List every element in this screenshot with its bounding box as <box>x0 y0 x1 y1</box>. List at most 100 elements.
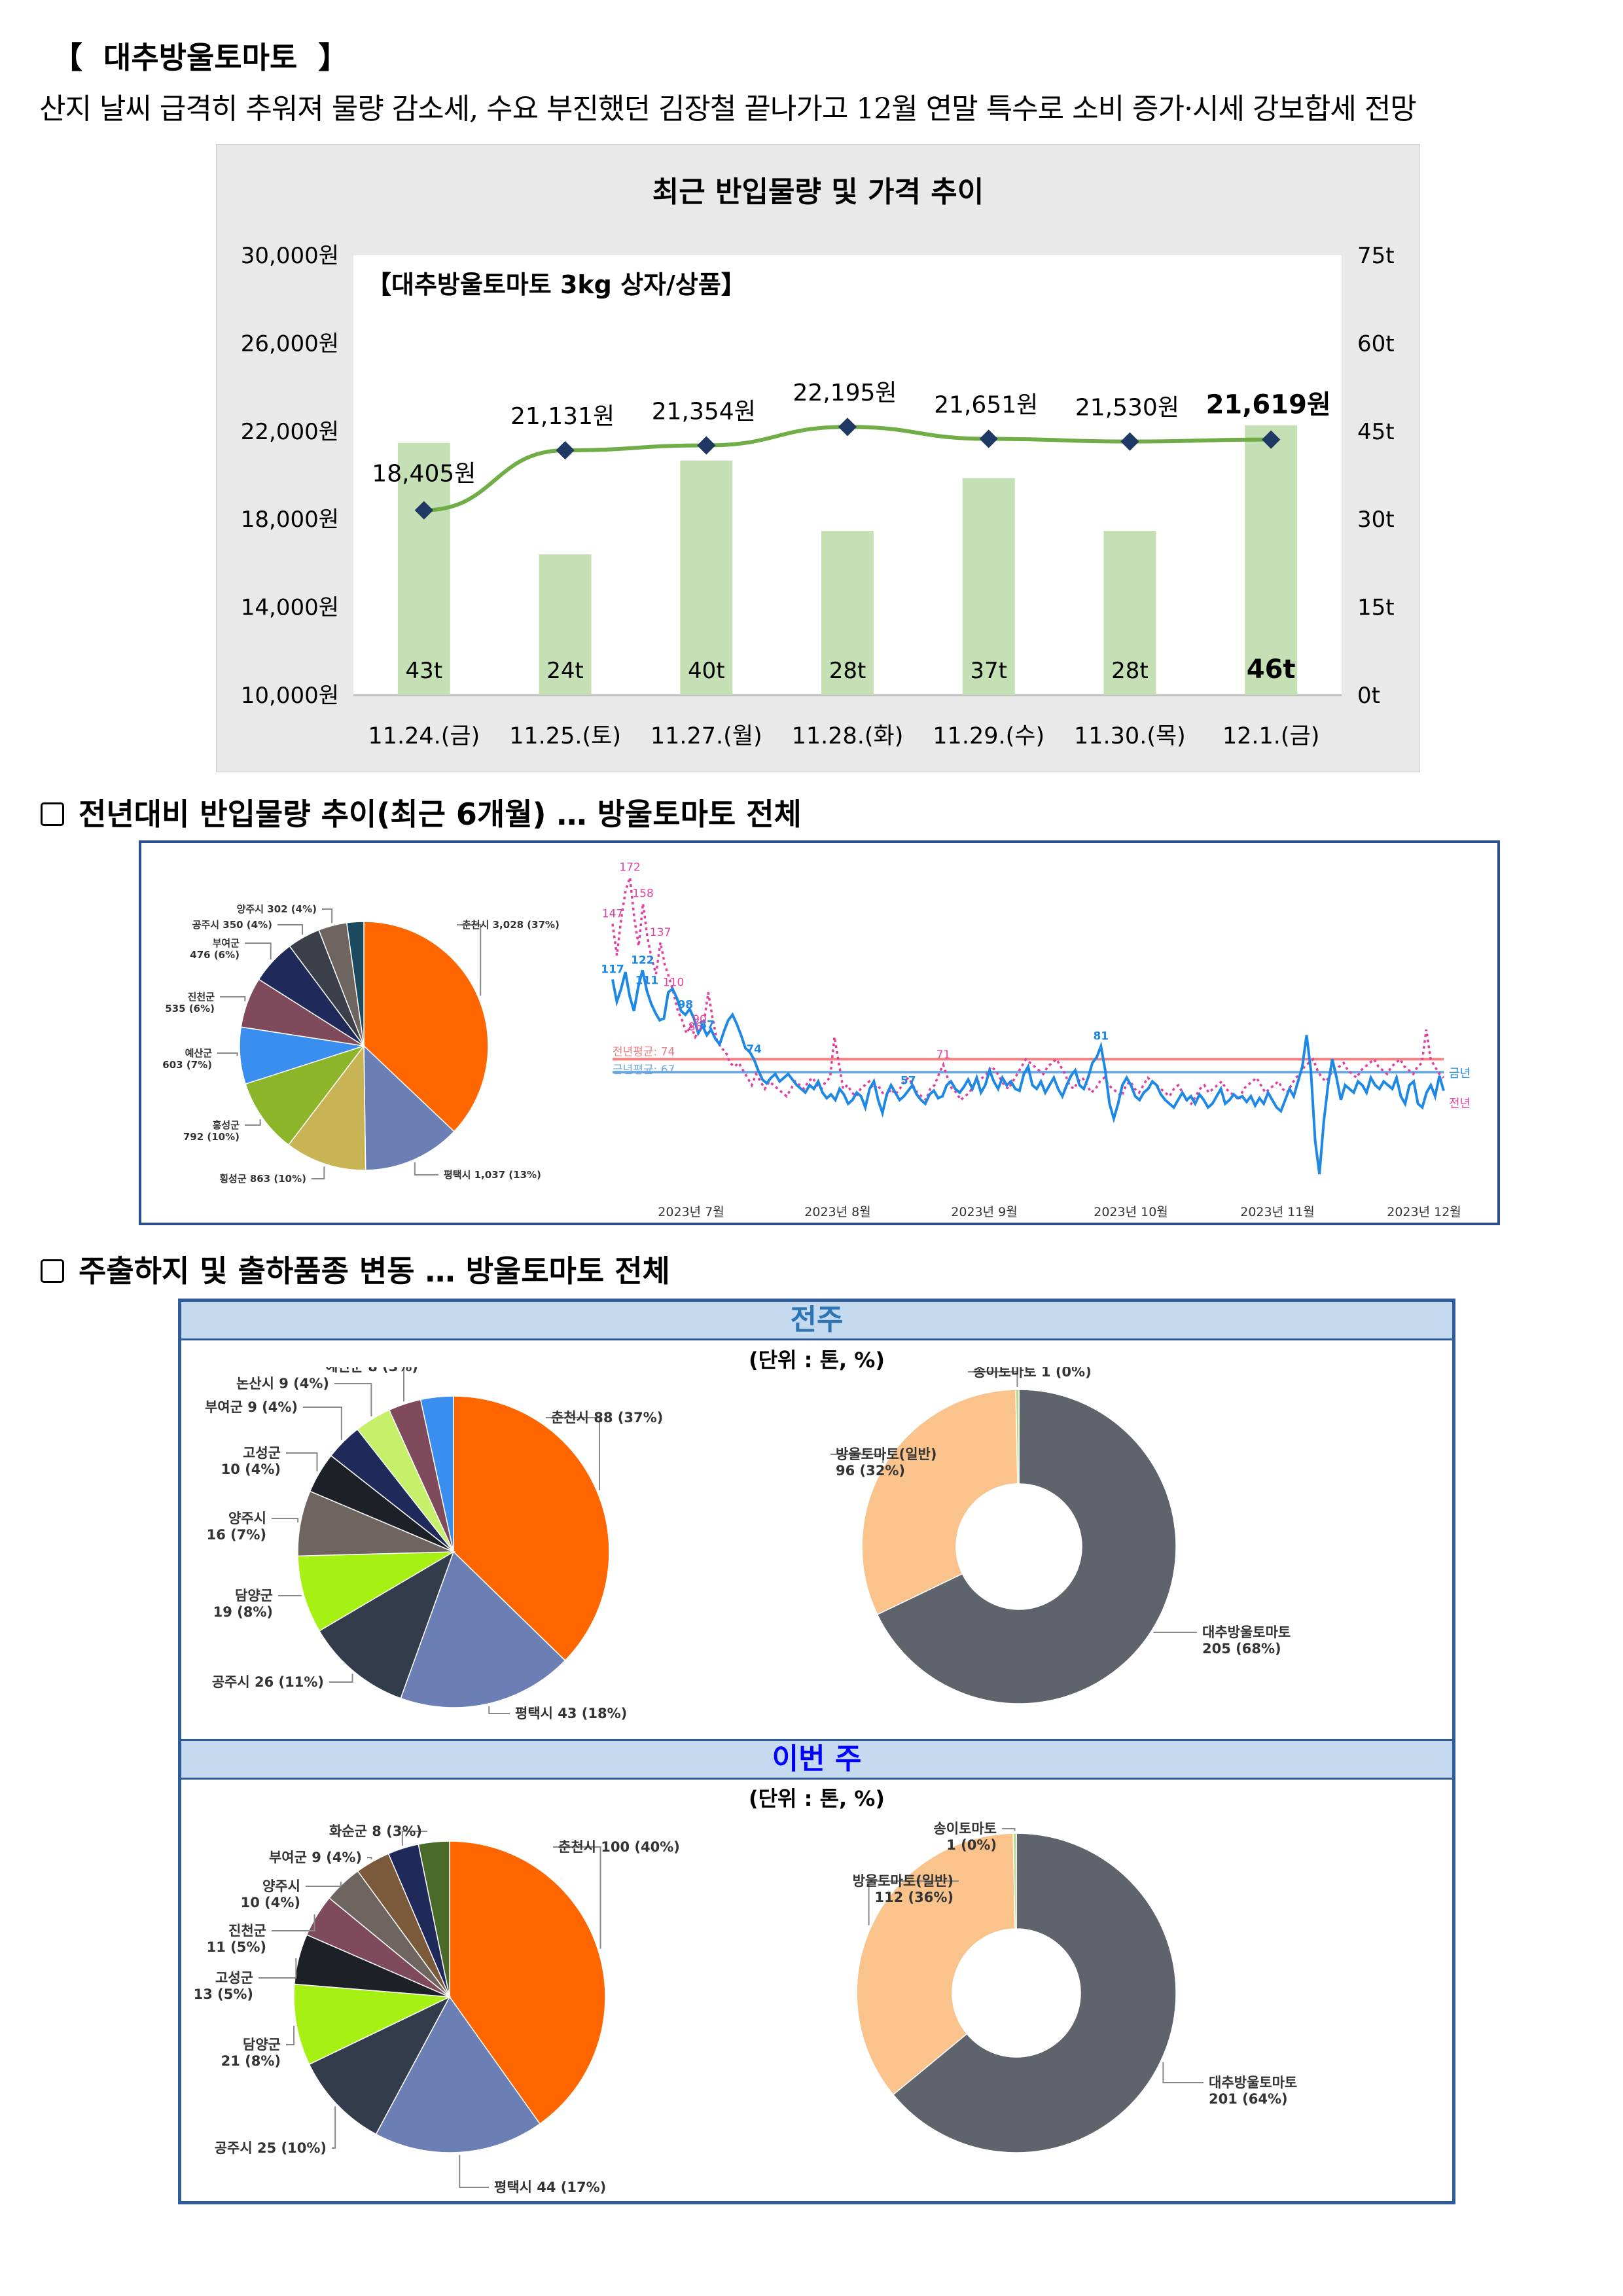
left-axis-tick-label: 14,000원 <box>241 595 339 621</box>
trend-heading-text: 전년대비 반입물량 추이(최근 6개월) … 방울토마토 전체 <box>79 797 802 832</box>
trend-point-label: 87 <box>699 1019 715 1032</box>
pie-label: 홍성군 <box>213 1119 240 1131</box>
pie-label: 방울토마토(일반) <box>836 1446 936 1462</box>
trend-point-label: 71 <box>936 1049 951 1062</box>
pie-leader-line <box>1162 2062 1204 2083</box>
pie-slice <box>1015 1389 1020 1484</box>
volume-bar <box>539 554 592 695</box>
volume-bar <box>962 478 1015 695</box>
origin-last-week-pie: 춘천시 88 (37%)평택시 43 (18%)공주시 26 (11%)담양군1… <box>205 1367 663 1721</box>
x-axis-tick-label: 12.1.(금) <box>1222 723 1320 749</box>
trend-x-tick-label: 2023년 10월 <box>1094 1205 1168 1219</box>
previous-year-line <box>611 877 1445 1106</box>
pie-leader-line <box>306 1882 342 1887</box>
trend-point-label: 98 <box>677 998 693 1011</box>
pie-slice <box>449 1840 606 2125</box>
pie-leader-line <box>245 1119 261 1126</box>
checkbox-icon <box>41 1259 64 1283</box>
chart-subtitle: 【대추방울토마토 3kg 상자/상품】 <box>366 270 746 299</box>
pie-slice <box>418 1840 450 1998</box>
pie-label: 19 (8%) <box>213 1604 273 1620</box>
right-axis-tick-label: 0t <box>1357 683 1380 709</box>
pie-leader-line <box>245 942 272 960</box>
pie-label: 평택시 43 (18%) <box>515 1706 627 1721</box>
trend-point-label: 86 <box>688 1020 703 1033</box>
pie-leader-line <box>488 1706 510 1714</box>
pie-slice <box>245 1045 366 1146</box>
trend-point-label: 172 <box>619 861 640 874</box>
pie-label: 11 (5%) <box>207 1939 266 1955</box>
pie-label: 방울토마토(일반) <box>853 1873 954 1889</box>
pie-label: 진천군 <box>188 991 215 1003</box>
pie-leader-line <box>414 1162 438 1175</box>
pie-leader-line <box>286 1452 318 1472</box>
volume-bar <box>1103 531 1156 695</box>
pie-label: 논산시 9 (4%) <box>236 1376 329 1391</box>
pie-leader-line <box>968 1371 1018 1388</box>
pie-leader-line <box>546 1417 600 1490</box>
trend-point-label: 122 <box>631 954 654 967</box>
pie-leader-line <box>459 2155 489 2188</box>
trend-section-heading: 전년대비 반입물량 추이(최근 6개월) … 방울토마토 전체 <box>41 791 802 834</box>
price-marker <box>838 418 857 437</box>
pie-slice <box>861 1389 1018 1615</box>
pie-slice <box>419 1395 454 1552</box>
pie-label: 춘천시 100 (40%) <box>558 1839 680 1855</box>
chart-title: 최근 반입물량 및 가격 추이 <box>652 175 984 209</box>
x-axis-tick-label: 11.28.(화) <box>792 723 904 749</box>
trend-point-label: 90 <box>692 1013 707 1026</box>
pie-leader-line <box>272 1518 299 1523</box>
volume-bar-label: 43t <box>406 658 443 684</box>
right-axis-tick-label: 30t <box>1357 507 1395 533</box>
pie-label: 96 (32%) <box>836 1463 905 1479</box>
x-axis-tick-label: 11.27.(월) <box>651 723 762 749</box>
volume-bar-label: 46t <box>1247 655 1296 685</box>
x-axis-tick-label: 11.29.(수) <box>933 723 1044 749</box>
pie-label: 진천군 <box>228 1923 266 1939</box>
trend-x-tick-label: 2023년 11월 <box>1240 1205 1315 1219</box>
pie-label: 1 (0%) <box>946 1837 997 1853</box>
pie-label: 16 (7%) <box>207 1527 266 1543</box>
price-label: 21,354원 <box>652 399 756 425</box>
pie-label: 송이토마토 <box>933 1821 997 1837</box>
trend-x-tick-label: 2023년 8월 <box>804 1205 870 1219</box>
pie-label: 평택시 44 (17%) <box>494 2179 606 2195</box>
pie-leader-line <box>401 1831 427 1846</box>
checkbox-icon <box>41 802 64 826</box>
pie-leader-line <box>830 1454 884 1463</box>
price-marker <box>556 440 575 460</box>
price-marker <box>979 429 998 448</box>
volume-bar <box>1245 425 1298 695</box>
volume-bar-label: 28t <box>829 658 866 684</box>
pie-slice <box>892 1833 1177 2153</box>
price-marker <box>697 436 716 455</box>
price-label: 18,405원 <box>372 461 476 488</box>
pie-leader-line <box>220 996 246 1001</box>
trend-x-tick-label: 2023년 7월 <box>658 1205 724 1219</box>
pie-label: 13 (5%) <box>194 1986 253 2002</box>
right-axis-tick-label: 75t <box>1357 243 1395 269</box>
current-year-line <box>611 969 1445 1175</box>
pie-slice <box>308 1996 451 2135</box>
pie-slice <box>363 1045 455 1171</box>
pie-slice <box>876 1389 1177 1704</box>
pie-label: 고성군 <box>215 1970 253 1986</box>
document-title: 【 대추방울토마토 】 <box>52 40 349 75</box>
right-axis-tick-label: 45t <box>1357 419 1395 445</box>
left-axis-tick-label: 26,000원 <box>241 331 339 357</box>
pie-leader-line <box>312 1166 325 1179</box>
reference-line-label: 금년평균: 67 <box>613 1064 675 1077</box>
price-marker <box>1120 432 1139 451</box>
pie-label: 603 (7%) <box>162 1059 212 1071</box>
pie-slice <box>297 1551 455 1632</box>
pie-leader-line <box>868 1880 959 1926</box>
pie-slice <box>363 921 489 1132</box>
right-axis-tick-label: 60t <box>1357 331 1395 357</box>
trend-point-label: 158 <box>632 887 653 900</box>
pie-slice <box>453 1395 610 1662</box>
pie-label: 대추방울토마토 <box>1209 2075 1297 2090</box>
pie-leader-line <box>329 1674 353 1683</box>
last-week-panel-title: 전주 <box>181 1302 1452 1340</box>
pie-label: 부여군 9 (4%) <box>269 1850 362 1865</box>
volume-bar <box>680 460 733 695</box>
